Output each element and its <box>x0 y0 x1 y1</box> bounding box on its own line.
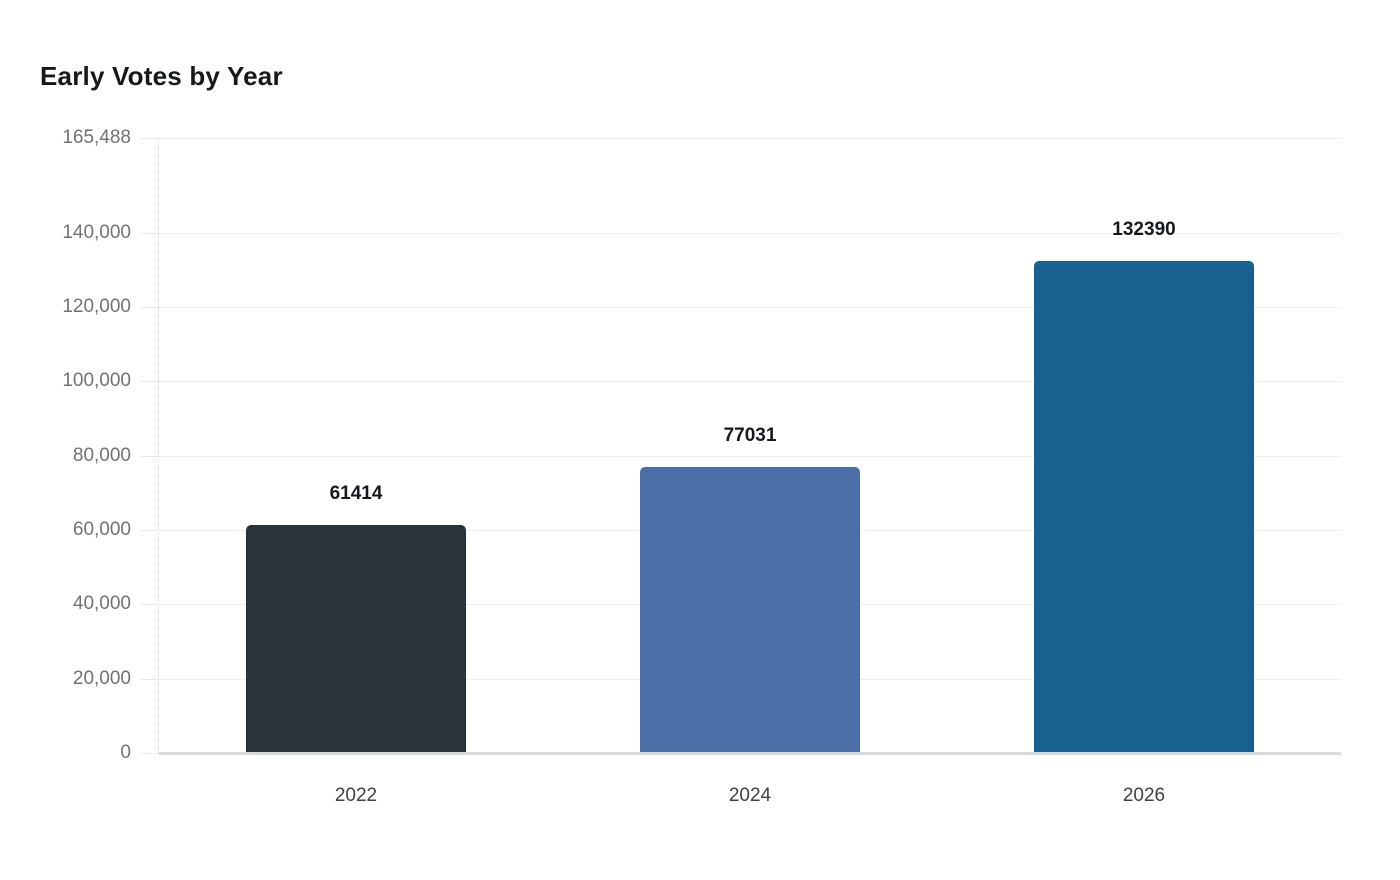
bar-value-label: 61414 <box>329 482 383 504</box>
y-tick-mark <box>140 381 159 383</box>
y-axis-tick-label: 100,000 <box>62 370 131 392</box>
gridline <box>159 232 1341 234</box>
gridline <box>159 455 1341 457</box>
bar-value-label: 132390 <box>1112 219 1176 240</box>
bar-2022 <box>246 524 466 753</box>
y-axis-tick-label: 40,000 <box>72 593 131 615</box>
chart-title: Early Votes by Year <box>40 61 283 91</box>
y-tick-mark <box>140 678 159 680</box>
y-axis-tick-label: 60,000 <box>72 519 131 541</box>
y-tick-mark <box>140 232 159 234</box>
y-axis-tick-label: 140,000 <box>62 221 131 243</box>
y-axis-tick-label: 20,000 <box>72 667 131 689</box>
x-axis-tick-label: 2024 <box>728 785 772 806</box>
y-axis-tick-label: 120,000 <box>62 296 131 318</box>
y-tick-mark <box>140 604 159 606</box>
gridline <box>159 138 1341 139</box>
bar-2026 <box>1034 261 1254 753</box>
y-axis-tick-label: 80,000 <box>72 444 131 466</box>
bar-value-label: 77031 <box>723 424 777 446</box>
y-tick-mark <box>140 455 159 457</box>
y-tick-mark <box>140 307 159 309</box>
y-axis-tick-label: 0 <box>120 742 131 763</box>
gridline <box>159 307 1341 309</box>
x-axis-tick-label: 2026 <box>1122 785 1166 806</box>
bar-2024 <box>640 466 860 753</box>
x-axis-tick-label: 2022 <box>334 785 378 806</box>
y-axis-tick-label: 165,488 <box>62 127 131 148</box>
y-tick-mark <box>140 753 159 754</box>
y-tick-mark <box>140 138 159 139</box>
gridline <box>159 381 1341 383</box>
y-tick-mark <box>140 530 159 532</box>
x-axis-baseline <box>159 752 1341 755</box>
plot-area: 0 20,000 40,000 60,000 80,000 100,000 120,000 1… <box>62 127 1341 806</box>
